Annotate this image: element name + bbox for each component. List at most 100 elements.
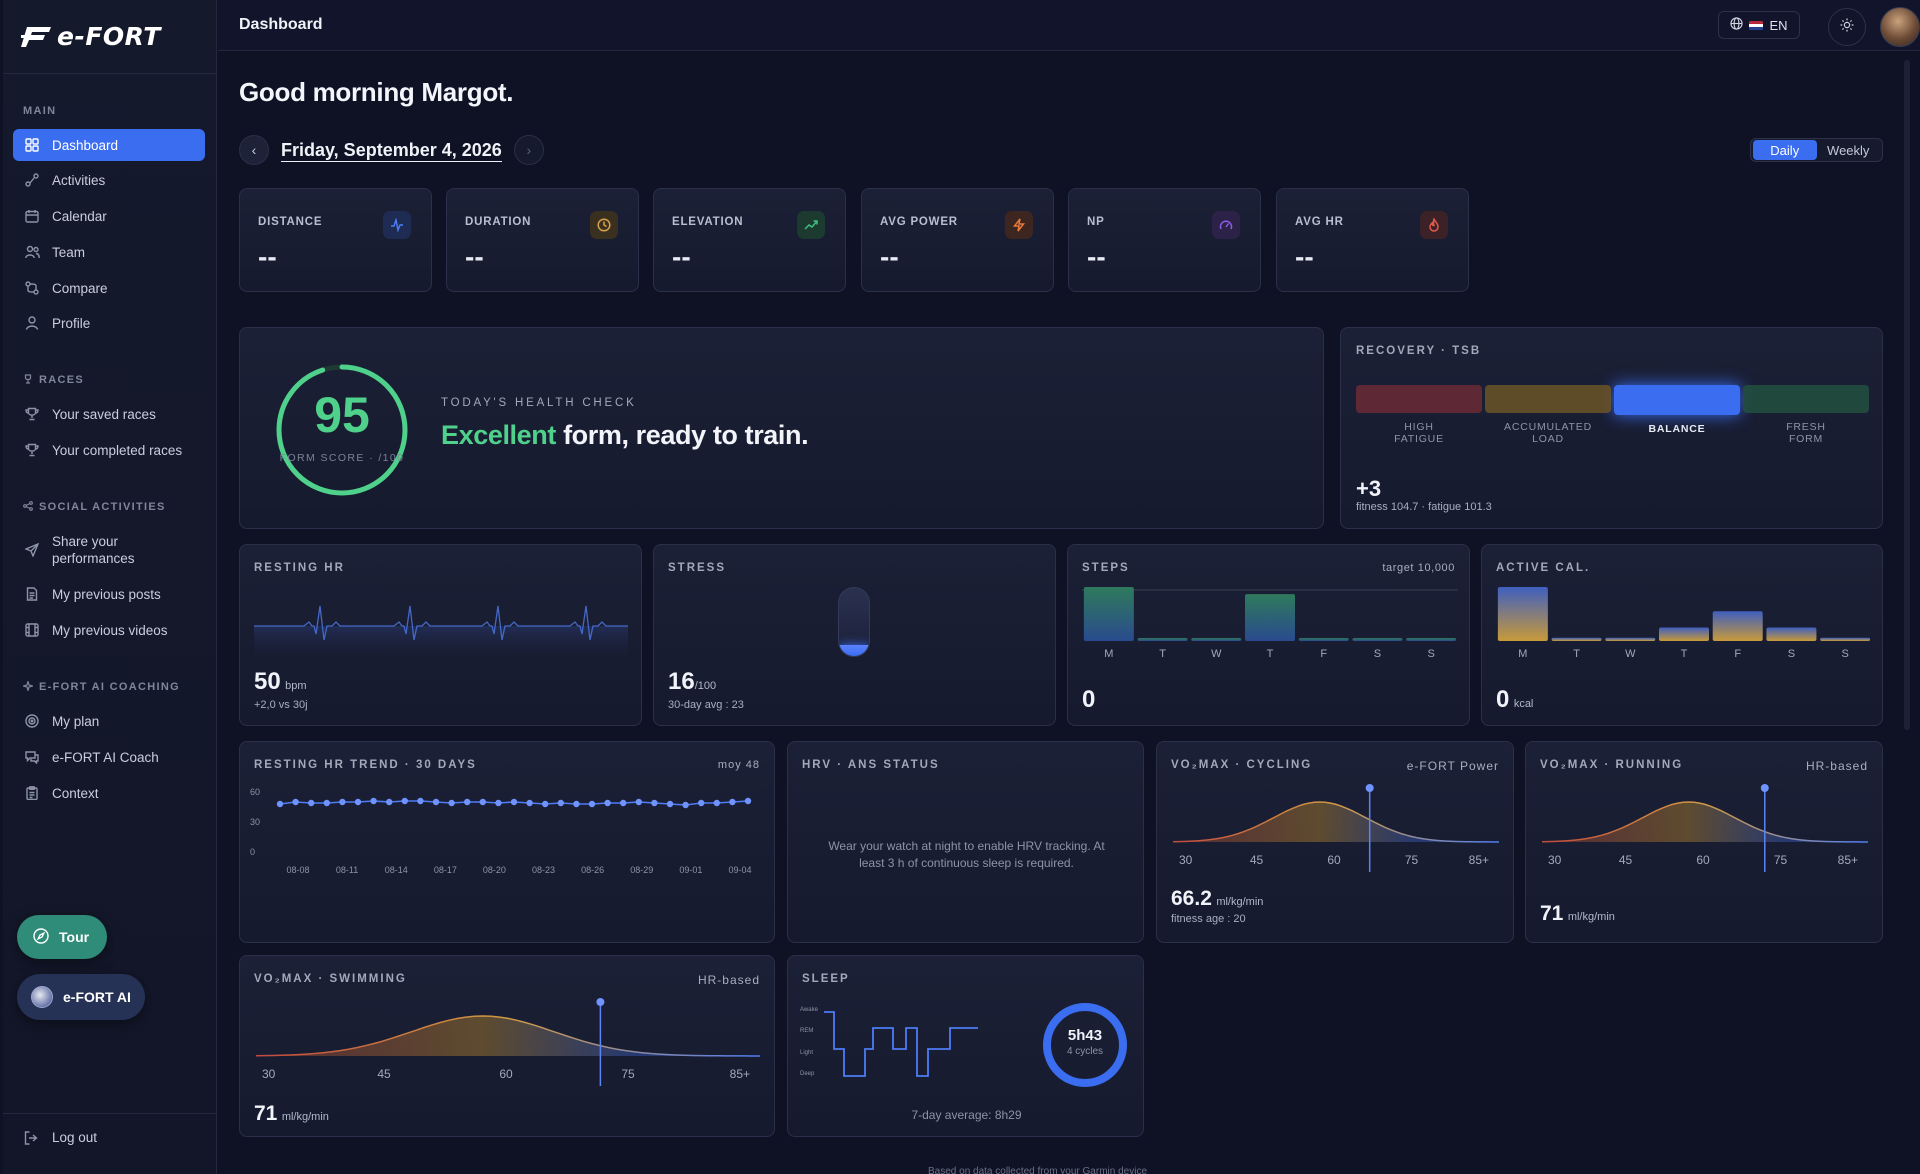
- y-tick-label: 0: [250, 847, 255, 857]
- x-tick-label: 08-26: [581, 865, 604, 875]
- distribution-area: [1542, 802, 1868, 842]
- brand-logo[interactable]: e-FORT: [3, 0, 216, 74]
- trend-point: [588, 800, 596, 808]
- ai-assistant-button[interactable]: e-FORT AI: [17, 974, 145, 1020]
- globe-icon: [1730, 17, 1744, 33]
- tick-label: M: [1518, 648, 1527, 660]
- tsb-zone-label: HIGH FATIGUE: [1394, 421, 1444, 445]
- trend-point: [557, 799, 564, 807]
- active-calories-title: ACTIVE CAL.: [1496, 562, 1591, 574]
- sidebar-item-calendar[interactable]: Calendar: [13, 200, 205, 232]
- tick-label: T: [1159, 648, 1166, 660]
- stress-value-row: 16/100: [668, 668, 717, 695]
- tick-label: S: [1788, 648, 1795, 660]
- sidebar-item-completed-races[interactable]: Your completed races: [13, 434, 205, 466]
- sidebar-item-saved-races[interactable]: Your saved races: [13, 398, 205, 430]
- x-tick-label: 60: [499, 1067, 513, 1081]
- vo2-running-basis: HR-based: [1805, 759, 1868, 773]
- previous-day-button[interactable]: ‹: [239, 135, 269, 165]
- trend-point: [526, 799, 533, 807]
- sleep-duration: 5h43: [1067, 1027, 1103, 1044]
- data-source-note: Based on data collected from your Garmin…: [928, 1166, 1147, 1174]
- health-check-card: 95 FORM SCORE · /100 TODAY'S HEALTH CHEC…: [239, 327, 1324, 529]
- hrv-message: Wear your watch at night to enable HRV t…: [828, 839, 1105, 870]
- sidebar-item-previous-videos[interactable]: My previous videos: [13, 614, 205, 646]
- metric-card-avg-hr[interactable]: AVG HR --: [1276, 188, 1469, 292]
- section-coaching-label: E-FORT AI COACHING: [3, 678, 180, 695]
- current-date[interactable]: Friday, September 4, 2026: [281, 139, 502, 162]
- sidebar-item-context[interactable]: Context: [13, 777, 205, 809]
- tick-label: F: [1320, 648, 1327, 660]
- ai-avatar-icon: [31, 986, 53, 1008]
- trend-point: [464, 798, 471, 806]
- clock-icon: [590, 211, 618, 239]
- trophy-icon: [24, 442, 40, 458]
- sun-icon: [1840, 18, 1854, 37]
- sidebar-item-activities[interactable]: Activities: [13, 164, 205, 196]
- logout-button[interactable]: Log out: [13, 1130, 97, 1145]
- metric-card-distance[interactable]: DISTANCE --: [239, 188, 432, 292]
- trend-point: [386, 798, 393, 806]
- trend-point: [323, 799, 330, 807]
- sidebar-item-share-performances[interactable]: Share your performances: [13, 528, 205, 572]
- scrollbar[interactable]: [1904, 60, 1910, 730]
- sidebar-item-label: Your completed races: [52, 442, 183, 458]
- metric-card-avg-power[interactable]: AVG POWER --: [861, 188, 1054, 292]
- x-tick-label: 08-29: [630, 865, 653, 875]
- trophy-icon: [23, 373, 33, 387]
- sidebar-item-team[interactable]: Team: [13, 236, 205, 268]
- user-avatar[interactable]: [1880, 7, 1920, 47]
- activity-icon: [24, 172, 40, 188]
- trend-point: [417, 797, 424, 805]
- x-tick-label: 75: [1405, 853, 1419, 867]
- theme-toggle-button[interactable]: [1828, 8, 1866, 46]
- metric-card-np[interactable]: NP --: [1068, 188, 1261, 292]
- language-selector[interactable]: EN: [1718, 11, 1800, 39]
- trend-point: [666, 800, 674, 808]
- daily-option[interactable]: Daily: [1753, 140, 1817, 160]
- sidebar-item-compare[interactable]: Compare: [13, 272, 205, 304]
- metric-card-duration[interactable]: DURATION --: [446, 188, 639, 292]
- sidebar-item-ai-coach[interactable]: e-FORT AI Coach: [13, 741, 205, 773]
- tsb-value: +3: [1356, 476, 1382, 501]
- tick-label: F: [1734, 648, 1741, 660]
- trophy-icon: [24, 406, 40, 422]
- calendar-icon: [24, 208, 40, 224]
- trend-point: [635, 798, 642, 806]
- sidebar-item-previous-posts[interactable]: My previous posts: [13, 578, 205, 610]
- next-day-button[interactable]: ›: [513, 135, 544, 165]
- vo2-marker-dot: [1760, 784, 1769, 792]
- distribution-curve: [255, 1015, 760, 1057]
- recovery-title: RECOVERY · TSB: [1356, 345, 1482, 357]
- sidebar-item-label: e-FORT AI Coach: [52, 749, 159, 765]
- stress-title: STRESS: [668, 562, 727, 574]
- page-title: Dashboard: [239, 16, 323, 33]
- bar: [1352, 638, 1403, 641]
- vo2-swimming-title: VO₂MAX · SWIMMING: [254, 973, 407, 985]
- section-races-label: RACES: [3, 372, 84, 388]
- active-calories-card: ACTIVE CAL. M T W T F S S 0 kcal: [1481, 544, 1883, 726]
- sleep-cycles: 4 cycles: [1066, 1046, 1104, 1057]
- sidebar-item-label: Context: [52, 785, 99, 801]
- vo2-swimming-basis: HR-based: [697, 973, 760, 987]
- weekly-option[interactable]: Weekly: [1827, 142, 1870, 158]
- resting-hr-value-row: 50 bpm: [254, 668, 307, 695]
- resting-hr-delta: +2,0 vs 30j: [254, 699, 308, 711]
- sidebar-item-profile[interactable]: Profile: [13, 307, 205, 339]
- tsb-zone-label: BALANCE: [1648, 423, 1706, 435]
- stress-gauge: [838, 587, 870, 657]
- tour-button[interactable]: Tour: [17, 915, 107, 959]
- bar: [1083, 587, 1134, 641]
- tsb-detail: fitness 104.7 · fatigue 101.3: [1356, 501, 1492, 513]
- bar: [1551, 637, 1602, 641]
- tsb-zone-bar: [1356, 385, 1482, 413]
- vo2-cycling-fitness-age: fitness age : 20: [1171, 913, 1246, 925]
- metric-card-elevation[interactable]: ELEVATION --: [653, 188, 846, 292]
- sidebar-item-my-plan[interactable]: My plan: [13, 705, 205, 737]
- x-tick-label: 09-01: [679, 865, 702, 875]
- sidebar-item-label: Team: [52, 244, 86, 260]
- film-icon: [24, 622, 40, 638]
- divider: [3, 1113, 217, 1114]
- sidebar-item-dashboard[interactable]: Dashboard: [13, 129, 205, 161]
- stress-card: STRESS 16/100 30-day avg : 23: [653, 544, 1056, 726]
